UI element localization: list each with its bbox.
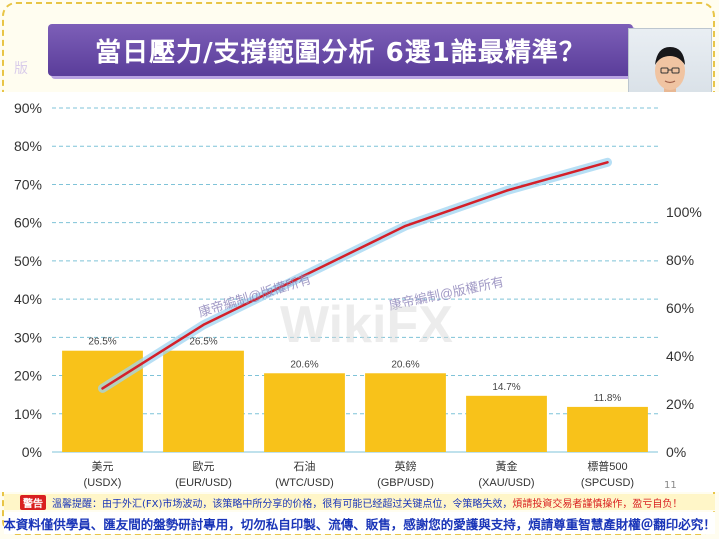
bar: [264, 373, 345, 452]
y-tick-label: 20%: [14, 368, 42, 384]
watermark-logo: WikiFX: [280, 296, 453, 354]
chart-area: 0% 10% 20% 30% 40% 50% 60% 70% 80% 90% 0% 20% 40% 60…: [0, 92, 719, 492]
y2-tick-label: 80%: [666, 252, 694, 268]
cumulative-line: [101, 161, 609, 390]
x-category-code: (XAU/USD): [478, 477, 534, 489]
y-tick-label: 0%: [22, 444, 42, 460]
y2-tick-label: 0%: [666, 444, 686, 460]
y-tick-label: 60%: [14, 215, 42, 231]
warning-badge: 警告: [20, 494, 46, 510]
x-category-code: (WTC/USD): [275, 477, 334, 489]
y-tick-label: 10%: [14, 406, 42, 422]
footer-warning: 警告 溫馨提醒：由于外汇(FX)市场波动，该策略中所分享的价格，很有可能已经超过…: [4, 494, 715, 510]
y-tick-label: 30%: [14, 329, 42, 345]
y-tick-label: 50%: [14, 253, 42, 269]
bar-value-label: 20.6%: [391, 359, 419, 370]
bar-value-label: 26.5%: [189, 337, 217, 348]
page-number: 11: [664, 480, 677, 491]
y2-tick-label: 60%: [666, 300, 694, 316]
y2-tick-label: 100%: [666, 204, 702, 220]
x-category-label: 石油: [294, 459, 316, 473]
x-category-label: 歐元: [193, 459, 215, 473]
bar: [365, 373, 446, 452]
y2-tick-label: 20%: [666, 396, 694, 412]
y-tick-label: 70%: [14, 176, 42, 192]
y-tick-label: 40%: [14, 291, 42, 307]
x-category-label: 英鎊: [395, 459, 417, 473]
y-tick-label: 90%: [14, 100, 42, 116]
bar-value-label: 11.8%: [594, 393, 622, 404]
x-category-code: (SPCUSD): [581, 477, 634, 489]
x-category-code: (USDX): [84, 477, 122, 489]
bar-value-label: 14.7%: [492, 382, 520, 393]
warning-text: 溫馨提醒：由于外汇(FX)市场波动，该策略中所分享的价格，很有可能已经超过关键点…: [52, 498, 513, 510]
corner-mark-left: 版: [14, 61, 28, 77]
bar-value-label: 20.6%: [290, 359, 318, 370]
copyright-notice: 本資料僅供學員、匯友間的盤勢研討專用，切勿私自印製、流傳、販售，感謝您的愛護與支…: [4, 512, 715, 534]
page-title: 當日壓力/支撐範圍分析 6選1誰最精準？: [48, 24, 633, 76]
x-category-label: 黃金: [496, 459, 518, 473]
x-category-code: (GBP/USD): [377, 477, 434, 489]
y-tick-label: 80%: [14, 138, 42, 154]
bar: [466, 395, 547, 452]
pareto-chart: 0% 10% 20% 30% 40% 50% 60% 70% 80% 90% 0% 20% 40% 60…: [14, 100, 702, 489]
x-category-label: 美元: [92, 460, 114, 473]
x-category-code: (EUR/USD): [175, 477, 232, 489]
bar: [163, 350, 244, 452]
x-category-label: 標普500: [587, 459, 627, 473]
y2-tick-label: 40%: [666, 348, 694, 364]
bar: [567, 406, 648, 452]
bar-value-label: 26.5%: [88, 337, 116, 348]
warning-emphasis: 煩請投資交易者謹慎操作，盈亏自负！: [512, 498, 683, 510]
